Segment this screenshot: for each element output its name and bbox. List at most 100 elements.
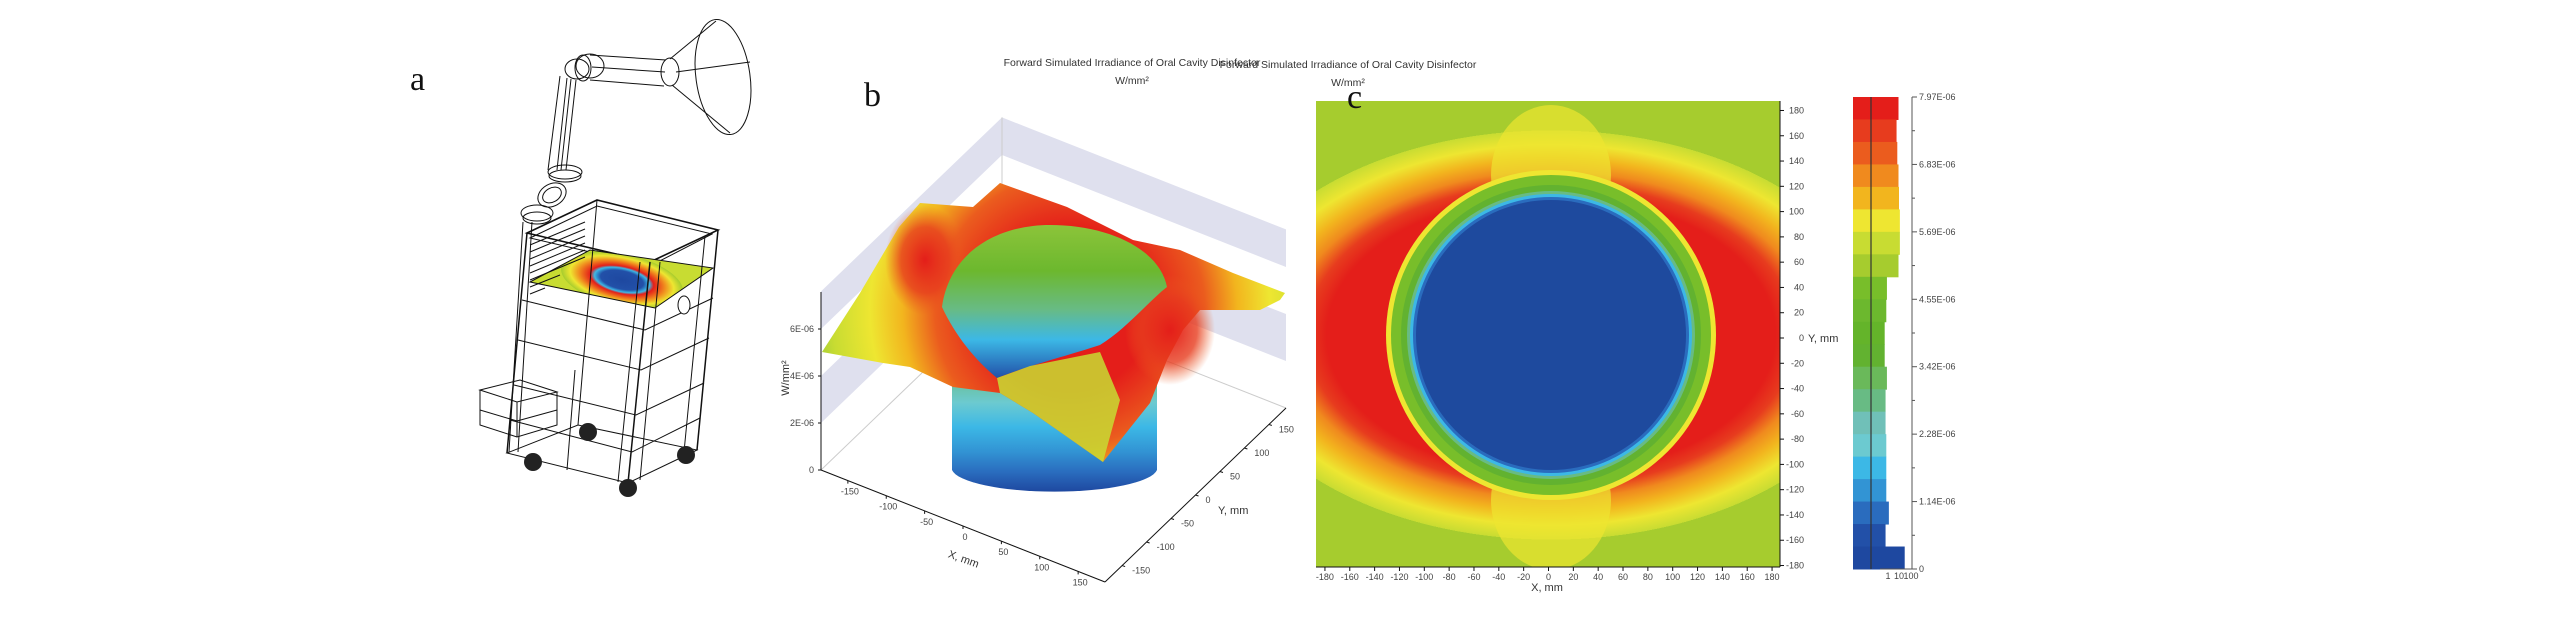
colorbar-tick-label: 3.42E-06: [1919, 361, 1956, 371]
colorbar-tick-label: 4.55E-06: [1919, 295, 1956, 305]
y-tick: [1170, 518, 1175, 520]
chart-subtitle-c: W/mm²: [1331, 77, 1365, 89]
y-tick-label: 120: [1789, 181, 1804, 191]
y-tick-label: -80: [1791, 434, 1804, 444]
y-axis-label-c: Y, mm: [1808, 333, 1838, 345]
panel-label-a: a: [410, 61, 425, 98]
x-tick-label: -140: [1366, 572, 1384, 582]
z-tick-label: 0: [809, 465, 814, 475]
x-tick-label: 60: [1618, 572, 1628, 582]
y-tick-label: 80: [1794, 232, 1804, 242]
x-tick-label: -180: [1316, 572, 1334, 582]
panel-label-c: c: [1347, 79, 1362, 116]
colorbar-band: [1853, 276, 1887, 300]
x-tick-label: 0: [962, 532, 967, 542]
y-tick: [1121, 565, 1126, 568]
colorbar-tick-label: 7.97E-06: [1919, 92, 1956, 102]
x-tick-label: 100: [1034, 562, 1049, 572]
x-tick-label: -100: [1415, 572, 1433, 582]
x-tick-label: -120: [1390, 572, 1408, 582]
y-tick-label: 160: [1789, 131, 1804, 141]
x-tick-label: 180: [1765, 572, 1780, 582]
low-irradiance-disk: [1416, 200, 1686, 470]
x-tick-label: -40: [1492, 572, 1505, 582]
x-tick-label: 120: [1690, 572, 1705, 582]
wheel-icon: [524, 453, 542, 471]
y-axis-label-b: Y, mm: [1218, 505, 1248, 517]
x-tick-label: 100: [1665, 572, 1680, 582]
z-axis-label: W/mm²: [780, 360, 792, 396]
z-tick-label: 6E-06: [790, 324, 814, 334]
x-tick-label: 20: [1568, 572, 1578, 582]
x-axis-label-b: X, mm: [946, 549, 980, 571]
y-tick-label: 150: [1279, 424, 1294, 434]
colorbar-tick-label: 0: [1919, 564, 1924, 574]
y-tick-label: 0: [1799, 333, 1804, 343]
x-tick-label: 50: [998, 547, 1008, 557]
colorbar-band: [1853, 141, 1898, 165]
cone-rim: [694, 18, 752, 136]
y-tick-label: 40: [1794, 282, 1804, 292]
y-tick-label: -180: [1786, 561, 1804, 571]
histogram-tick-label: 10: [1894, 571, 1904, 581]
colorbar-band: [1853, 479, 1887, 503]
chart-subtitle-b: W/mm²: [1115, 75, 1149, 87]
colorbar-band: [1853, 524, 1886, 548]
wheel-icon: [677, 446, 695, 464]
colorbar-band: [1853, 209, 1900, 233]
y-tick-label: 50: [1230, 471, 1240, 481]
chart-title-c: Forward Simulated Irradiance of Oral Cav…: [1220, 59, 1477, 71]
colorbar-band: [1853, 434, 1887, 458]
surface-peak-left: [885, 205, 965, 315]
x-tick-label: 150: [1073, 577, 1088, 587]
y-tick: [1219, 471, 1224, 473]
colorbar-band: [1853, 389, 1886, 413]
y-tick-label: -160: [1786, 535, 1804, 545]
colorbar-band: [1853, 119, 1897, 143]
surface-plot: [822, 183, 1285, 492]
x-tick-label: -50: [920, 517, 933, 527]
colorbar-band: [1853, 366, 1887, 390]
colorbar-band: [1853, 164, 1899, 188]
y-tick-label: -20: [1791, 358, 1804, 368]
colorbar-band: [1853, 546, 1905, 570]
y-tick-label: -150: [1132, 566, 1150, 576]
well-interior: [942, 225, 1167, 378]
surface-front-lip: [997, 352, 1120, 462]
colorbar-band: [1853, 344, 1885, 368]
heatmap-plot: [1316, 101, 1780, 567]
y-tick: [1146, 541, 1150, 544]
colorbar-tick-label: 6.83E-06: [1919, 160, 1956, 170]
y-tick-label: 140: [1789, 156, 1804, 166]
histogram-tick-label: 100: [1903, 571, 1918, 581]
colorbar-band: [1853, 186, 1899, 210]
colorbar-band: [1853, 321, 1885, 345]
y-tick-label: 100: [1254, 448, 1269, 458]
y-tick: [1268, 423, 1273, 426]
chart-title-b: Forward Simulated Irradiance of Oral Cav…: [1004, 57, 1261, 69]
cart-wheels: [524, 423, 695, 497]
panel-label-b: b: [864, 77, 881, 114]
colorbar-band: [1853, 411, 1886, 435]
x-tick-label: -20: [1517, 572, 1530, 582]
x-tick-label: -150: [841, 487, 859, 497]
y-tick-label: -140: [1786, 510, 1804, 520]
y-tick-label: 180: [1789, 105, 1804, 115]
y-tick-label: 100: [1789, 207, 1804, 217]
x-tick-label: 40: [1593, 572, 1603, 582]
x-tick-label: -100: [879, 502, 897, 512]
x-tick-label: -60: [1467, 572, 1480, 582]
colorbar-band: [1853, 254, 1899, 278]
panel-c: Forward Simulated Irradiance of Oral Cav…: [1220, 59, 1956, 594]
wall-band-right: [1002, 117, 1286, 268]
y-tick-label: -100: [1157, 542, 1175, 552]
y-tick-label: -120: [1786, 485, 1804, 495]
y-tick: [1195, 494, 1199, 497]
panel-a: a: [410, 18, 752, 497]
y-tick-label: -60: [1791, 409, 1804, 419]
x-tick-label: -80: [1443, 572, 1456, 582]
y-tick-label: 0: [1206, 495, 1211, 505]
colorbar-tick-label: 5.69E-06: [1919, 227, 1956, 237]
colorbar-band: [1853, 299, 1887, 323]
y-tick-label: -50: [1181, 519, 1194, 529]
